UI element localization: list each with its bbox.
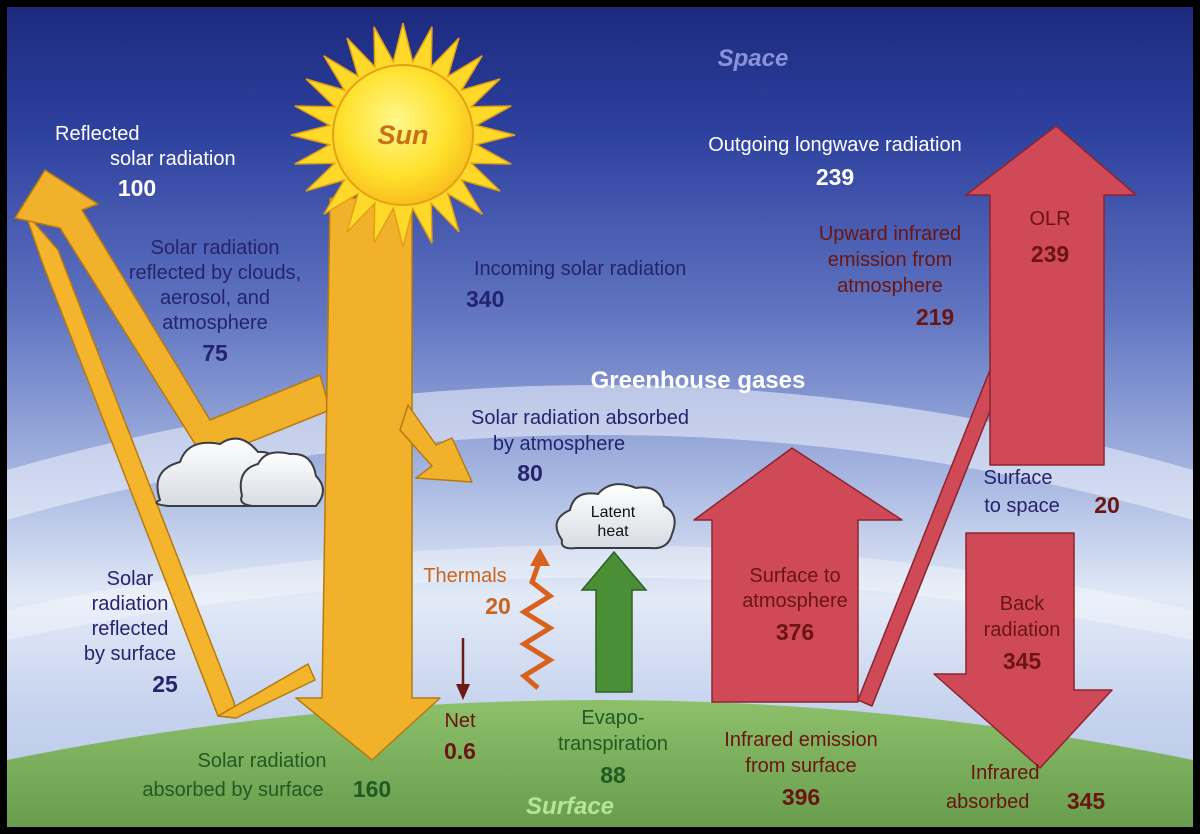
evapotranspiration-value: 88: [600, 762, 626, 788]
absorbed-atmosphere-label: Solar radiation absorbed by atmosphere 8…: [471, 407, 689, 486]
absorbed-by-atmosphere-arrow: [399, 404, 473, 483]
thermals-squiggle: [519, 559, 555, 690]
reflected-by-surface-return: [217, 663, 316, 719]
greenhouse-gases-label: Greenhouse gases: [591, 367, 806, 394]
absorbed-atmosphere-line1: Solar radiation absorbed: [471, 407, 689, 429]
olr-label: OLR 239: [1029, 208, 1070, 267]
clouds: [155, 437, 324, 507]
net-label: Net 0.6: [444, 710, 476, 764]
olr-text: OLR: [1029, 208, 1070, 230]
reflected-solar-label: Reflected solar radiation 100: [55, 123, 236, 201]
incoming-solar-text: Incoming solar radiation: [474, 258, 686, 280]
surface-label: Surface: [526, 793, 614, 820]
back-radiation-value: 345: [1003, 648, 1042, 674]
reflected-solar-value: 100: [118, 175, 156, 201]
surface-to-atmosphere-line2: atmosphere: [742, 590, 848, 612]
thermals-text: Thermals: [423, 565, 506, 587]
surface-to-atmosphere-line1: Surface to: [749, 565, 840, 587]
surface-ground: [7, 700, 1193, 827]
incoming-solar-arrow: [295, 197, 441, 761]
latent-heat-cloud-shape: [555, 483, 676, 550]
infrared-absorbed-line1: Infrared: [971, 762, 1040, 784]
absorbed-atmosphere-line2: by atmosphere: [493, 433, 625, 455]
latent-heat-label-line2: heat: [597, 523, 629, 540]
surface-to-space-value: 20: [1094, 492, 1120, 518]
outgoing-longwave-value: 239: [816, 164, 854, 190]
net-value: 0.6: [444, 738, 476, 764]
net-text: Net: [444, 710, 476, 732]
absorbed-surface-line1: Solar radiation: [198, 750, 327, 772]
infrared-arrows: [693, 125, 1137, 769]
infrared-emission-line2: from surface: [745, 755, 856, 777]
back-radiation-line2: radiation: [984, 619, 1061, 641]
outgoing-longwave-text: Outgoing longwave radiation: [708, 134, 962, 156]
thermals-value: 20: [485, 593, 511, 619]
latent-heat-label-line1: Latent: [591, 504, 636, 521]
surface-to-atmosphere-value: 376: [776, 619, 814, 645]
reflected-clouds-line4: atmosphere: [162, 312, 268, 334]
reflected-surface-line4: by surface: [84, 643, 176, 665]
absorbed-atmosphere-value: 80: [517, 460, 543, 486]
back-radiation-arrow: [933, 532, 1113, 769]
incoming-solar-label: Incoming solar radiation 340: [466, 258, 686, 312]
upward-infrared-value: 219: [916, 304, 954, 330]
net-arrowhead: [456, 684, 470, 700]
infrared-absorbed-label: Infrared absorbed 345: [946, 762, 1105, 814]
sun: Sun: [290, 22, 516, 248]
olr-value: 239: [1031, 241, 1069, 267]
latent-heat-cloud: Latent heat: [555, 483, 676, 550]
surface-to-space-line1: Surface: [984, 467, 1053, 489]
upward-infrared-label: Upward infrared emission from atmosphere…: [819, 223, 961, 330]
evapotranspiration-arrow: [580, 550, 648, 693]
outgoing-longwave-label: Outgoing longwave radiation 239: [708, 134, 962, 190]
space-label: Space: [718, 45, 789, 72]
thermals-arrowhead: [530, 548, 550, 566]
absorbed-surface-value: 160: [353, 776, 391, 802]
reflected-surface-label: Solar radiation reflected by surface 25: [84, 568, 178, 697]
reflected-clouds-line1: Solar radiation: [151, 237, 280, 259]
surface-to-atmosphere-label: Surface to atmosphere 376: [742, 565, 848, 645]
olr-arrow: [965, 125, 1137, 466]
back-radiation-line1: Back: [1000, 593, 1045, 615]
upward-infrared-line1: Upward infrared: [819, 223, 961, 245]
infrared-emission-value: 396: [782, 784, 820, 810]
reflected-solar-line1: Reflected: [55, 123, 140, 145]
reflected-solar-line2: solar radiation: [110, 148, 236, 170]
cloud-right: [239, 451, 324, 507]
sun-label: Sun: [378, 120, 429, 150]
thermals-arrow: [519, 548, 555, 690]
incoming-solar-value: 340: [466, 286, 504, 312]
reflected-surface-line1: Solar: [107, 568, 154, 590]
net-arrow: [456, 638, 470, 700]
surface-to-space-label: Surface to space 20: [984, 467, 1120, 518]
evapotranspiration-line1: Evapo-: [581, 707, 644, 729]
surface-to-atmosphere-arrow: [693, 447, 903, 703]
upward-infrared-line3: atmosphere: [837, 275, 943, 297]
absorbed-surface-label: Solar radiation absorbed by surface 160: [142, 750, 391, 802]
reflected-solar-arrow: [14, 169, 331, 461]
reflected-clouds-line3: aerosol, and: [160, 287, 270, 309]
thermals-label: Thermals 20: [423, 565, 510, 619]
reflected-surface-line2: radiation: [92, 593, 169, 615]
surface-to-space-line2: to space: [984, 495, 1060, 517]
infrared-absorbed-line2: absorbed: [946, 791, 1029, 813]
absorbed-surface-line2: absorbed by surface: [142, 779, 323, 801]
infrared-emission-label: Infrared emission from surface 396: [724, 729, 877, 810]
upward-infrared-line2: emission from: [828, 249, 952, 271]
back-radiation-label: Back radiation 345: [984, 593, 1061, 674]
sun-disc: [332, 64, 474, 206]
reflected-clouds-value: 75: [202, 340, 228, 366]
reflected-clouds-line2: reflected by clouds,: [129, 262, 301, 284]
reflected-surface-line3: reflected: [92, 618, 169, 640]
infrared-emission-line1: Infrared emission: [724, 729, 877, 751]
infrared-absorbed-value: 345: [1067, 788, 1106, 814]
evapotranspiration-label: Evapo- transpiration 88: [558, 707, 668, 788]
evapotranspiration-line2: transpiration: [558, 733, 668, 755]
solar-arrows: [14, 169, 473, 761]
lower-atmosphere-band: [7, 545, 1193, 640]
reflected-clouds-label: Solar radiation reflected by clouds, aer…: [129, 237, 301, 366]
reflected-surface-value: 25: [152, 671, 178, 697]
